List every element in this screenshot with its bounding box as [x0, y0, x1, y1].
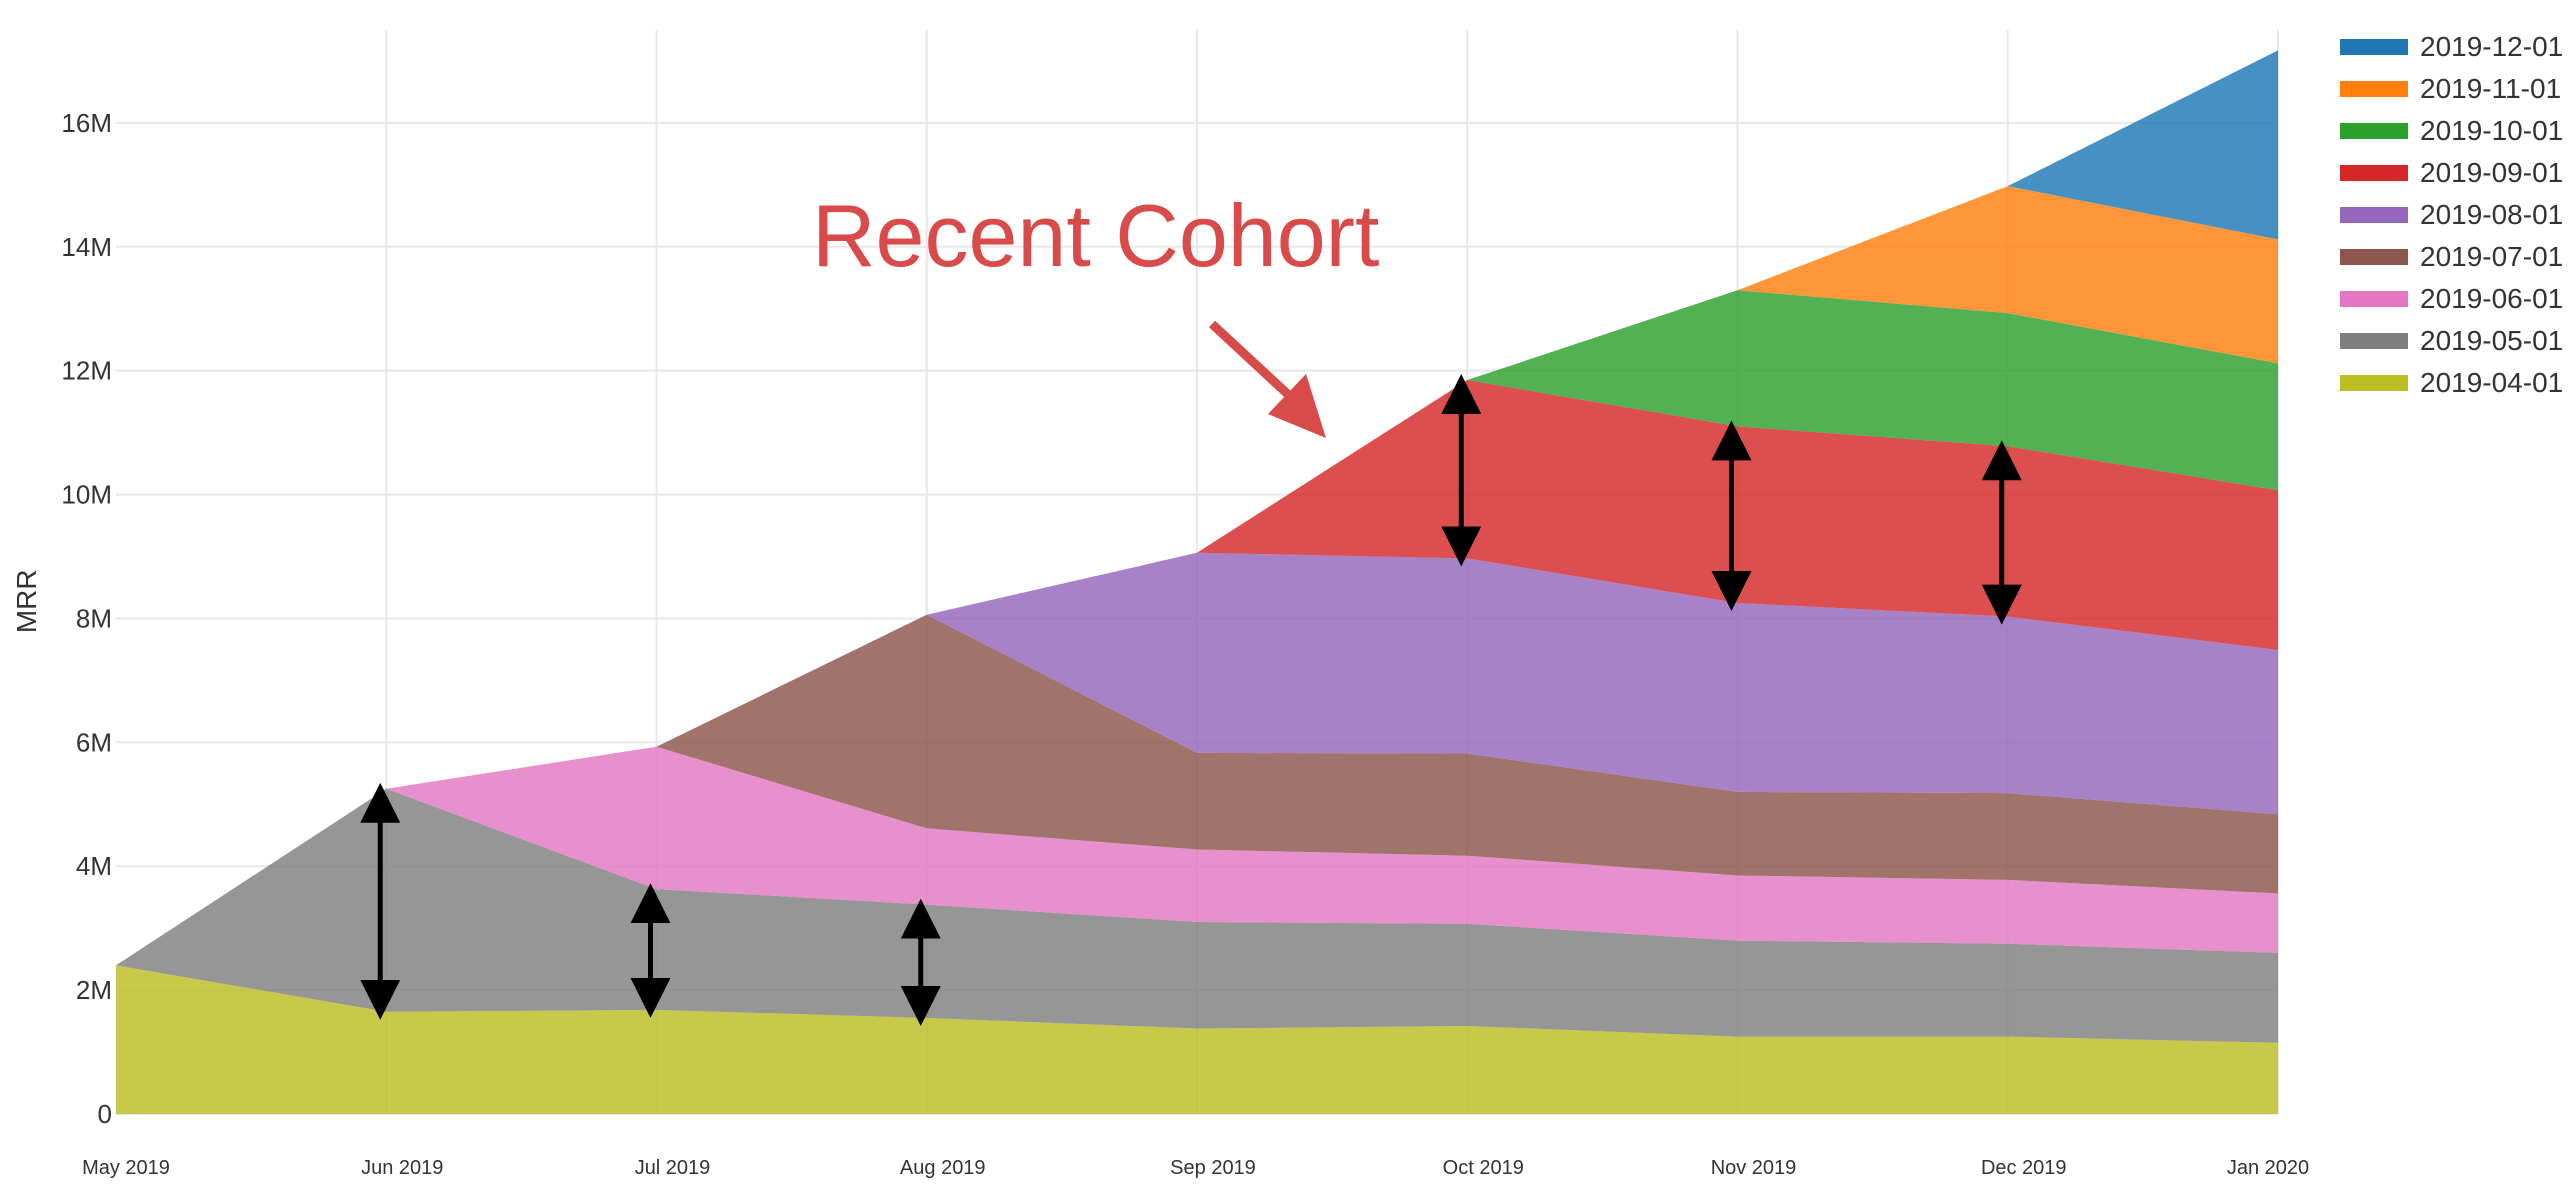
- legend-item: 2019-07-01: [2340, 236, 2563, 278]
- legend-swatch: [2340, 39, 2408, 55]
- area-2019-12-01: [2007, 50, 2278, 240]
- y-tick-label: 16M: [61, 108, 112, 138]
- y-tick-label: 0: [98, 1099, 112, 1129]
- y-axis-title: MRR: [11, 569, 42, 633]
- area-2019-10-01: [1467, 290, 2278, 491]
- legend-item: 2019-12-01: [2340, 26, 2563, 68]
- y-tick-label: 14M: [61, 232, 112, 262]
- y-tick-label: 4M: [76, 851, 112, 881]
- x-tick-label: Aug 2019: [900, 1157, 986, 1179]
- x-axis: May 2019 Jun 2019 Jul 2019 Aug 2019 Sep 2019…: [82, 1157, 2309, 1179]
- legend-label: 2019-05-01: [2420, 325, 2564, 356]
- area-2019-04-01: [116, 965, 2278, 1114]
- y-tick-label: 12M: [61, 356, 112, 386]
- legend-swatch: [2340, 123, 2408, 139]
- x-tick-label: Dec 2019: [1981, 1157, 2067, 1179]
- legend-item: 2019-05-01: [2340, 320, 2563, 362]
- cohort-arrows: [360, 373, 2022, 1026]
- legend-swatch: [2340, 207, 2408, 223]
- x-tick-label: Jan 2020: [2227, 1157, 2309, 1179]
- x-tick-label: Sep 2019: [1170, 1157, 1256, 1179]
- legend-swatch: [2340, 81, 2408, 97]
- y-tick-label: 8M: [76, 603, 112, 633]
- legend-swatch: [2340, 249, 2408, 265]
- legend-label: 2019-11-01: [2420, 73, 2562, 104]
- recent-cohort-annotation: Recent Cohort: [812, 186, 1380, 285]
- legend-item: 2019-11-01: [2340, 68, 2563, 110]
- x-tick-label: Oct 2019: [1443, 1157, 1524, 1179]
- legend-item: 2019-04-01: [2340, 362, 2563, 404]
- legend-swatch: [2340, 291, 2408, 307]
- legend-label: 2019-04-01: [2420, 367, 2564, 398]
- legend: 2019-12-01 2019-11-01 2019-10-01 2019-09-01…: [2340, 26, 2563, 404]
- x-tick-label: Jul 2019: [635, 1157, 711, 1179]
- legend-swatch: [2340, 165, 2408, 181]
- y-tick-label: 10M: [61, 480, 112, 510]
- recent-cohort-arrow-shaft: [1208, 320, 1298, 404]
- y-tick-label: 2M: [76, 975, 112, 1005]
- legend-item: 2019-06-01: [2340, 278, 2563, 320]
- x-tick-label: May 2019: [82, 1157, 170, 1179]
- area-2019-08-01: [926, 552, 2278, 815]
- x-tick-label: Nov 2019: [1711, 1157, 1797, 1179]
- legend-label: 2019-07-01: [2420, 241, 2564, 272]
- legend-item: 2019-10-01: [2340, 110, 2563, 152]
- legend-swatch: [2340, 333, 2408, 349]
- area-2019-07-01: [656, 614, 2278, 894]
- legend-label: 2019-10-01: [2420, 115, 2564, 146]
- legend-label: 2019-08-01: [2420, 199, 2564, 230]
- area-2019-06-01: [386, 746, 2278, 953]
- y-axis: 0 2M 4M 6M 8M 10M 12M 14M 16M MRR: [11, 108, 112, 1129]
- legend-label: 2019-09-01: [2420, 157, 2564, 188]
- legend-item: 2019-08-01: [2340, 194, 2563, 236]
- area-2019-11-01: [1737, 186, 2278, 364]
- y-tick-label: 6M: [76, 727, 112, 757]
- x-tick-label: Jun 2019: [361, 1157, 443, 1179]
- legend-label: 2019-12-01: [2420, 31, 2564, 62]
- legend-swatch: [2340, 375, 2408, 391]
- legend-label: 2019-06-01: [2420, 283, 2564, 314]
- recent-cohort-arrow: [1208, 320, 1326, 438]
- recent-cohort-arrow-head: [1268, 374, 1326, 438]
- legend-item: 2019-09-01: [2340, 152, 2563, 194]
